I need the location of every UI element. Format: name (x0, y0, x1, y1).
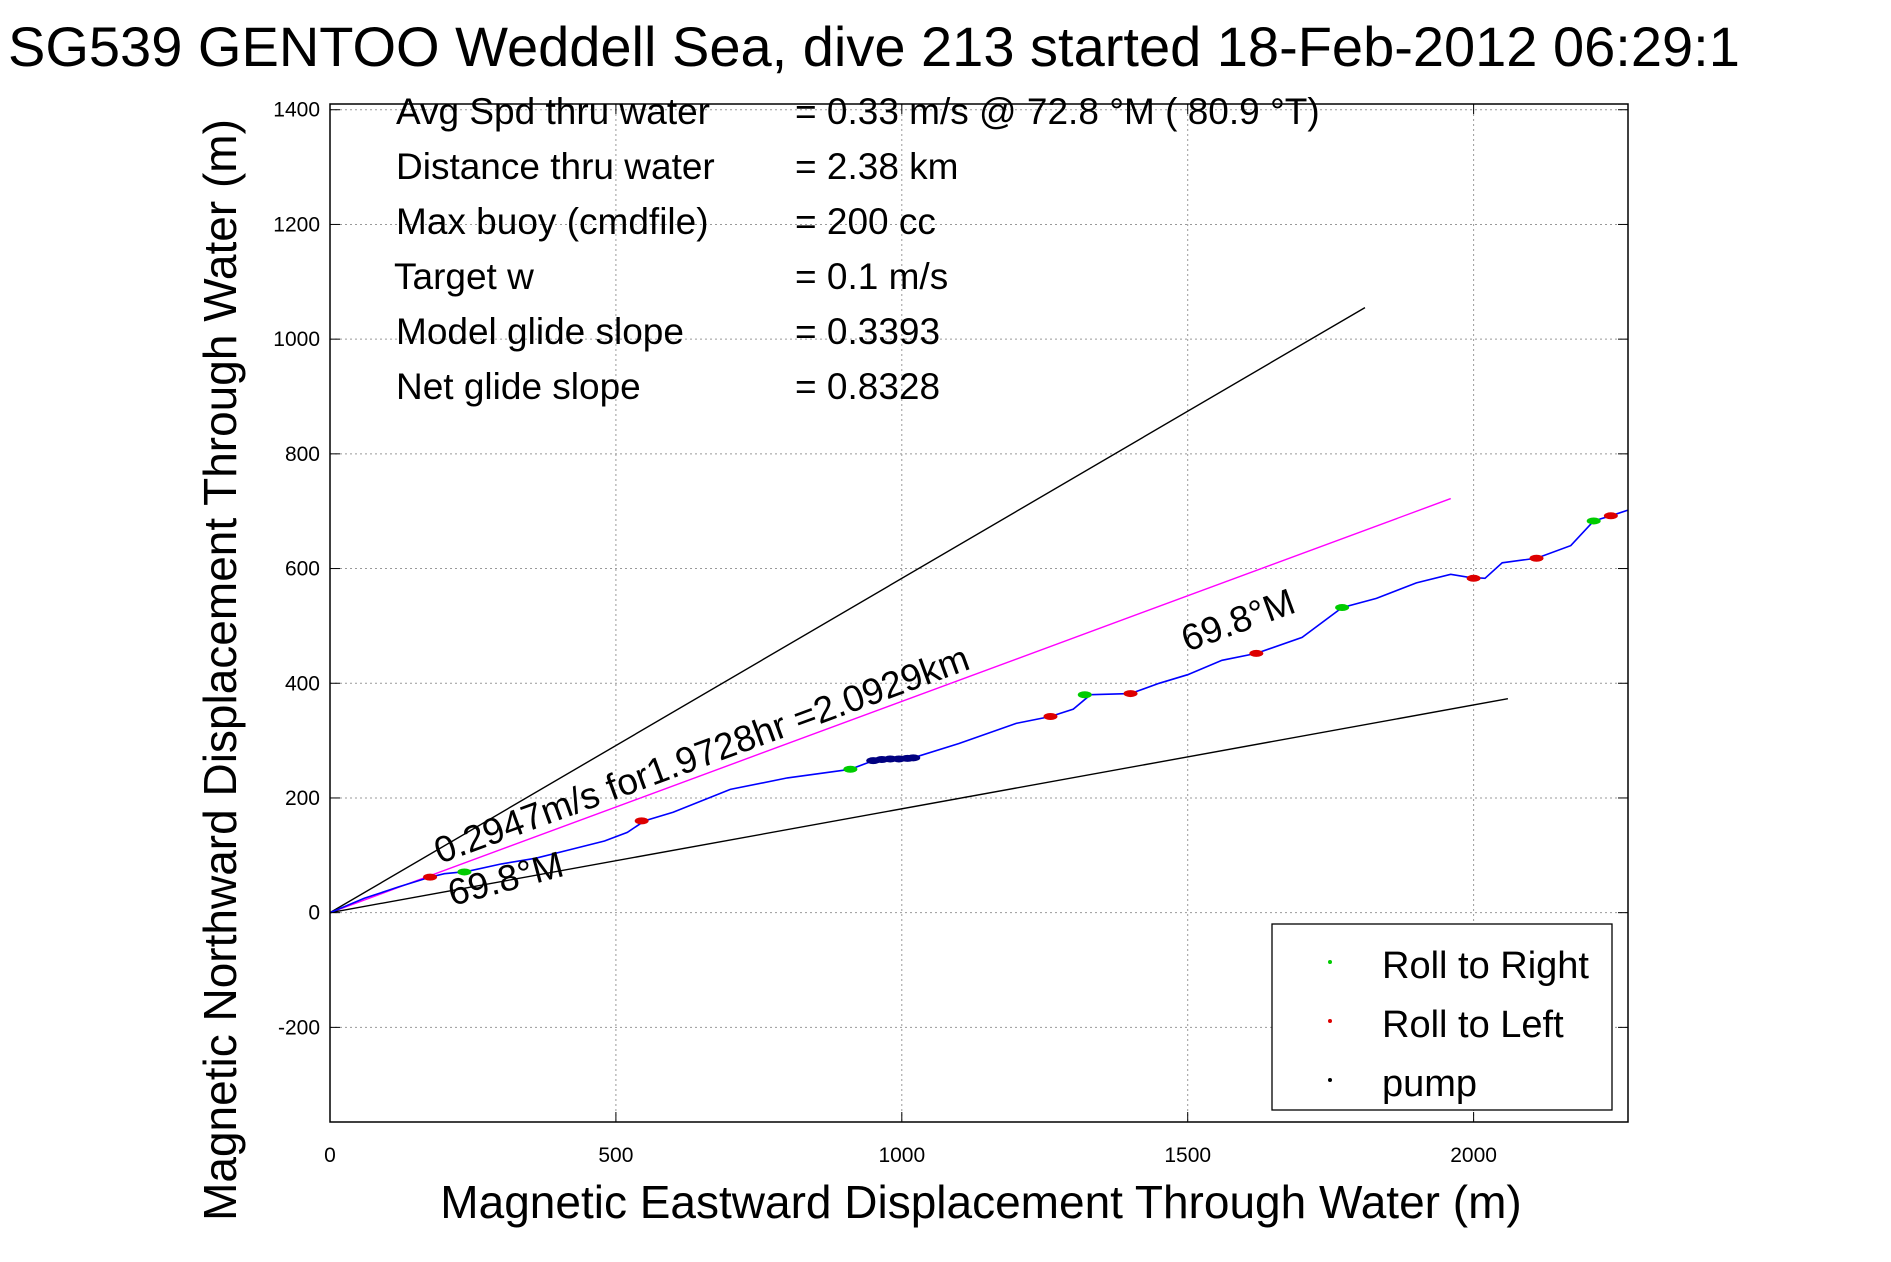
legend: Roll to Right Roll to Left pump (1271, 923, 1613, 1111)
legend-marker-roll-to-right (1328, 960, 1332, 964)
x-tick-label: 1000 (878, 1144, 925, 1167)
roll-to-left-marker (1043, 713, 1058, 721)
reference-lines (329, 306, 1509, 914)
stat-label: Avg Spd thru water (396, 91, 710, 132)
roll-to-right-marker (843, 765, 858, 773)
grid (329, 104, 1628, 1122)
y-tick-label: 400 (285, 672, 320, 695)
stat-value: = 200 cc (795, 201, 936, 242)
y-tick-label: -200 (278, 1016, 320, 1039)
y-tick-label: 600 (285, 558, 320, 581)
stat-label: Target w (394, 256, 534, 297)
roll-to-left-marker (423, 873, 438, 881)
y-tick-label: 800 (285, 443, 320, 466)
stat-value: = 0.8328 (795, 366, 940, 407)
plot-frame (329, 103, 1629, 1123)
x-axis-label: Magnetic Eastward Displacement Through W… (440, 1176, 1521, 1228)
y-tick-label: 1000 (273, 328, 320, 351)
stat-value: = 2.38 km (795, 146, 959, 187)
x-tick-label: 0 (324, 1144, 336, 1167)
y-tick-label: 1400 (273, 99, 320, 122)
roll-to-left-marker (1249, 649, 1264, 657)
legend-label: Roll to Left (1382, 1004, 1564, 1046)
pump-marker (906, 754, 921, 762)
lower-bound-line (329, 698, 1509, 914)
roll-to-left-marker (1123, 690, 1138, 698)
legend-marker-pump (1328, 1078, 1332, 1082)
roll-to-right-marker (1077, 691, 1092, 699)
stat-label: Distance thru water (396, 146, 715, 187)
axis-ticks: 0 500 1000 1500 2000 -200 0 200 400 600 800 1000 120… (273, 99, 1628, 1167)
chart-title: SG539 GENTOO Weddell Sea, dive 213 start… (8, 15, 1740, 78)
stat-value: = 0.3393 (795, 311, 940, 352)
series-group (329, 509, 1629, 914)
roll-to-left-marker (634, 817, 649, 825)
annotations: 0.2947m/s for1.9728hr =2.0929km69.8°M69.… (429, 581, 1301, 914)
roll-to-right-marker (1335, 604, 1350, 612)
roll-to-left-marker (1466, 574, 1481, 582)
stat-label: Max buoy (cmdfile) (396, 201, 709, 242)
y-tick-label: 1200 (273, 213, 320, 236)
roll-to-right-marker (457, 868, 472, 876)
y-tick-label: 200 (285, 787, 320, 810)
roll-to-left-marker (1603, 512, 1618, 520)
x-tick-label: 2000 (1450, 1144, 1497, 1167)
y-tick-label: 0 (308, 902, 320, 925)
y-axis-label: Magnetic Northward Displacement Through … (194, 119, 246, 1221)
stats-block: Avg Spd thru water = 0.33 m/s @ 72.8 °M (… (394, 91, 1320, 407)
stat-label: Net glide slope (396, 366, 641, 407)
legend-marker-roll-to-left (1328, 1019, 1332, 1023)
net-track-line (329, 497, 1451, 914)
stat-label: Model glide slope (396, 311, 684, 352)
legend-label: pump (1382, 1063, 1477, 1105)
roll-to-left-marker (1529, 554, 1544, 562)
stat-value: = 0.1 m/s (795, 256, 948, 297)
upper-bound-line (329, 306, 1366, 914)
net-track-annotation: 0.2947m/s for1.9728hr =2.0929km (429, 637, 975, 871)
roll-to-right-marker (1586, 517, 1601, 525)
x-tick-label: 500 (598, 1144, 633, 1167)
stat-value: = 0.33 m/s @ 72.8 °M ( 80.9 °T) (795, 91, 1320, 132)
legend-label: Roll to Right (1382, 945, 1589, 987)
x-tick-label: 1500 (1164, 1144, 1211, 1167)
